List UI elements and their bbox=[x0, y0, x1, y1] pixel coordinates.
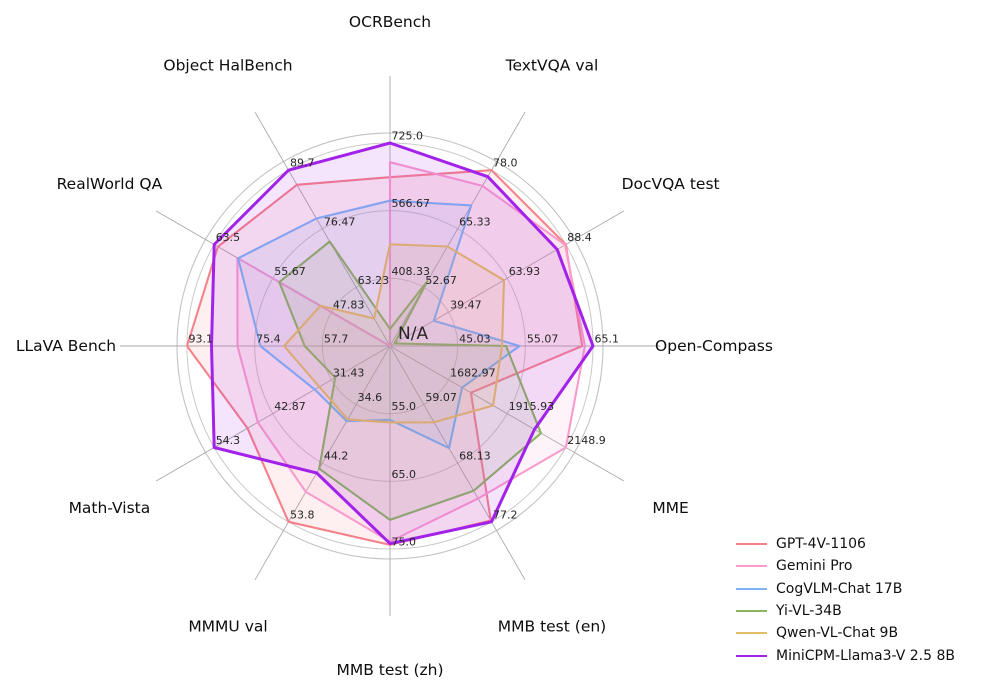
axis-label-8: Math-Vista bbox=[69, 499, 151, 517]
tick-label-8-3: 54.3 bbox=[216, 434, 241, 447]
tick-label-1-3: 78.0 bbox=[493, 157, 518, 170]
tick-label-6-2: 65.0 bbox=[392, 468, 417, 481]
axis-label-9: LLaVA Bench bbox=[16, 337, 116, 355]
tick-label-10-2: 55.67 bbox=[274, 265, 306, 278]
legend-item: GPT-4V-1106 bbox=[736, 533, 955, 555]
tick-label-10-1: 47.83 bbox=[333, 299, 365, 312]
axis-label-10: RealWorld QA bbox=[57, 175, 163, 193]
tick-label-0-1: 408.33 bbox=[392, 265, 431, 278]
tick-label-10-3: 63.5 bbox=[216, 231, 241, 244]
tick-label-3-1: 45.03 bbox=[459, 333, 491, 346]
series-line-3 bbox=[278, 240, 543, 521]
axis-spoke-2 bbox=[389, 210, 625, 347]
tick-label-8-1: 31.43 bbox=[333, 366, 365, 379]
tick-label-3-2: 55.07 bbox=[527, 333, 559, 346]
axis-label-0: OCRBench bbox=[349, 13, 431, 31]
axis-label-6: MMB test (zh) bbox=[336, 661, 443, 679]
axis-label-2: DocVQA test bbox=[622, 175, 720, 193]
tick-label-6-3: 75.0 bbox=[392, 536, 417, 549]
tick-label-8-2: 42.87 bbox=[274, 400, 306, 413]
tick-label-0-3: 725.0 bbox=[392, 130, 424, 143]
series-line-4 bbox=[283, 243, 506, 424]
axis-label-11: Object HalBench bbox=[163, 56, 292, 74]
axis-spoke-8 bbox=[155, 345, 391, 482]
series-fill-5 bbox=[211, 143, 593, 544]
tick-label-5-1: 59.07 bbox=[425, 391, 457, 404]
tick-label-5-2: 68.13 bbox=[459, 450, 491, 463]
legend-swatch bbox=[736, 565, 767, 568]
legend-label: Gemini Pro bbox=[776, 558, 853, 575]
legend-swatch bbox=[736, 632, 767, 635]
series-fill-2 bbox=[238, 200, 520, 449]
legend-swatch bbox=[736, 654, 767, 657]
legend-label: Qwen-VL-Chat 9B bbox=[776, 625, 899, 642]
tick-label-4-3: 2148.9 bbox=[567, 434, 606, 447]
legend-item: Gemini Pro bbox=[736, 555, 955, 577]
axis-spoke-1 bbox=[389, 111, 526, 347]
tick-label-1-1: 52.67 bbox=[425, 274, 457, 287]
tick-label-9-1: 57.7 bbox=[324, 333, 349, 346]
tick-label-7-3: 53.8 bbox=[290, 508, 315, 521]
series-line-2 bbox=[237, 199, 521, 450]
tick-label-11-2: 76.47 bbox=[324, 215, 356, 228]
tick-label-6-1: 55.0 bbox=[392, 400, 417, 413]
axis-spoke-7 bbox=[254, 345, 391, 581]
legend-swatch bbox=[736, 587, 767, 590]
legend-label: CogVLM-Chat 17B bbox=[776, 580, 903, 597]
legend-label: Yi-VL-34B bbox=[776, 603, 842, 620]
axis-label-5: MMB test (en) bbox=[498, 618, 606, 636]
legend-item: CogVLM-Chat 17B bbox=[736, 578, 955, 600]
series-line-5 bbox=[210, 141, 595, 546]
tick-label-9-2: 75.4 bbox=[256, 333, 281, 346]
tick-label-11-3: 89.7 bbox=[290, 157, 315, 170]
tick-label-0-2: 566.67 bbox=[392, 197, 431, 210]
axis-label-3: Open-Compass bbox=[655, 337, 773, 355]
tick-label-2-3: 88.4 bbox=[567, 231, 592, 244]
axis-label-7: MMMU val bbox=[188, 618, 267, 636]
tick-label-7-2: 44.2 bbox=[324, 450, 349, 463]
series-fill-1 bbox=[237, 162, 585, 542]
axis-spoke-5 bbox=[389, 345, 526, 581]
center-na-label: N/A bbox=[398, 324, 428, 344]
tick-label-2-1: 39.47 bbox=[450, 299, 482, 312]
tick-label-3-3: 65.1 bbox=[595, 333, 620, 346]
legend-swatch bbox=[736, 610, 767, 613]
legend-item: Yi-VL-34B bbox=[736, 600, 955, 622]
tick-label-9-3: 93.1 bbox=[189, 333, 214, 346]
series-fill-0 bbox=[187, 170, 583, 545]
legend-item: MiniCPM-Llama3-V 2.5 8B bbox=[736, 644, 955, 666]
tick-label-5-3: 77.2 bbox=[493, 508, 518, 521]
tick-label-1-2: 65.33 bbox=[459, 215, 491, 228]
series-fill-4 bbox=[284, 244, 504, 423]
tick-label-7-1: 34.6 bbox=[358, 391, 383, 404]
tick-label-4-1: 1682.97 bbox=[450, 366, 496, 379]
legend-label: MiniCPM-Llama3-V 2.5 8B bbox=[776, 647, 955, 664]
tick-label-11-1: 63.23 bbox=[358, 274, 390, 287]
legend: GPT-4V-1106 Gemini Pro CogVLM-Chat 17B Yi-V… bbox=[736, 533, 955, 667]
legend-swatch bbox=[736, 543, 767, 546]
axis-spoke-4 bbox=[389, 345, 625, 482]
legend-item: Qwen-VL-Chat 9B bbox=[736, 622, 955, 644]
tick-label-2-2: 63.93 bbox=[509, 265, 541, 278]
legend-label: GPT-4V-1106 bbox=[776, 536, 866, 553]
tick-label-4-2: 1915.93 bbox=[509, 400, 555, 413]
axis-label-1: TextVQA val bbox=[505, 56, 599, 74]
axis-spoke-11 bbox=[254, 111, 391, 347]
axis-label-4: MME bbox=[652, 499, 689, 517]
